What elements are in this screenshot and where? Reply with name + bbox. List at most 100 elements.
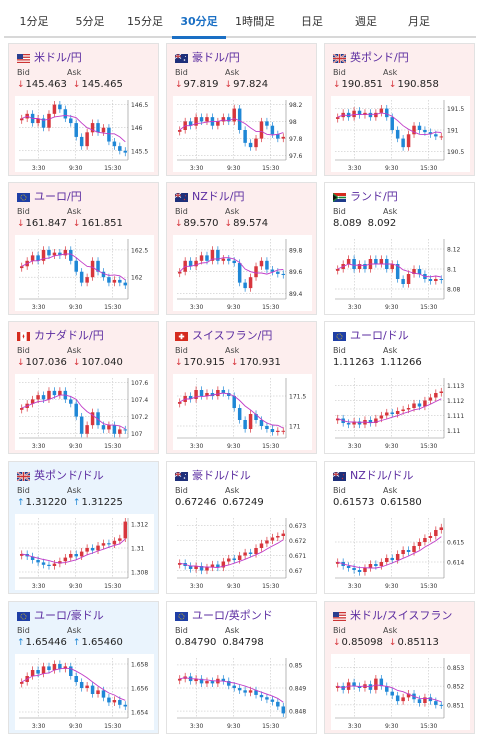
candle-body [85, 548, 89, 552]
candle-body [254, 690, 258, 695]
candle-body [74, 123, 78, 137]
candle-body [47, 249, 51, 256]
candle-body [417, 125, 422, 130]
candle-body [118, 700, 122, 705]
rate-card[interactable]: スイスフラン/円 Bid Ask ↓170.915 ↓170.931 171.5 171 3:… [166, 321, 317, 454]
price-row: 1.11263 1.11266 [333, 357, 428, 368]
card-title: 英ポンド/ドル [16, 468, 104, 482]
price-chart[interactable]: 8.12 8.1 8.08 3:30 9:30 15:30 [331, 235, 470, 311]
price-chart[interactable]: 1.312 1.31 1.308 3:30 9:30 15:30 [15, 514, 154, 590]
pair-name[interactable]: ユーロ/ドル [350, 329, 409, 342]
candle-body [276, 430, 280, 432]
ask-label: Ask [225, 486, 240, 495]
price-chart[interactable]: 191.5 191 190.5 3:30 9:30 15:30 [331, 96, 470, 172]
pair-name[interactable]: ユーロ/英ポンド [192, 609, 273, 622]
rate-card[interactable]: ユーロ/円 Bid Ask ↓161.847 ↓161.851 162.5 162 3:30 9… [8, 182, 159, 315]
candle-body [237, 555, 242, 560]
price-chart[interactable]: 162.5 162 3:30 9:30 15:30 [15, 235, 154, 311]
pair-name[interactable]: NZドル/円 [192, 190, 245, 203]
tab-5[interactable]: 1時間足 [235, 15, 275, 28]
candle-body [112, 425, 117, 434]
rate-card[interactable]: 米ドル/スイスフラン Bid Ask ↓0.85098 ↓0.85113 0.853 0.8… [324, 601, 475, 734]
price-chart[interactable]: 171.5 171 3:30 9:30 15:30 [173, 374, 312, 450]
price-chart[interactable]: 0.853 0.852 0.851 3:30 9:30 15:30 [331, 654, 470, 730]
candle-body [177, 402, 182, 404]
pair-name[interactable]: 英ポンド/ドル [34, 469, 104, 482]
pair-name[interactable]: 英ポンド/円 [350, 51, 409, 64]
candle-body [259, 260, 264, 267]
x-tick-label: 15:30 [262, 723, 279, 730]
price-row: ↓97.819 ↓97.824 [175, 79, 274, 90]
rate-card[interactable]: ランド/円 Bid Ask 8.089 8.092 8.12 8.1 8.08 3:30 9:30… [324, 182, 475, 315]
bid-label: Bid [175, 68, 188, 77]
y-tick-label: 0.615 [447, 540, 464, 547]
candle-body [259, 420, 264, 426]
y-tick-label: 0.673 [289, 523, 306, 530]
pair-name[interactable]: カナダドル/円 [34, 329, 104, 342]
candle-body [216, 249, 220, 261]
pair-name[interactable]: 豪ドル/円 [192, 51, 240, 64]
y-tick-label: 146.5 [131, 102, 148, 109]
tab-7[interactable]: 週足 [355, 15, 377, 28]
candle-body [52, 390, 57, 396]
candle-body [423, 400, 427, 407]
rate-card[interactable]: NZドル/円 Bid Ask ↓89.570 ↓89.574 89.8 89.6 89.4 3:… [166, 182, 317, 315]
rate-card[interactable]: ユーロ/英ポンド Bid Ask 0.84790 0.84798 0.85 0.849 0.8… [166, 601, 317, 734]
tab-3[interactable]: 15分足 [127, 15, 163, 28]
rate-card[interactable]: 豪ドル/円 Bid Ask ↓97.819 ↓97.824 98.2 98 97.8 97.6 3… [166, 43, 317, 176]
rate-card[interactable]: ユーロ/豪ドル Bid Ask ↑1.65446 ↑1.65460 1.658 1.656 1… [8, 601, 159, 734]
pair-name[interactable]: NZドル/ドル [350, 469, 414, 482]
candle-body [118, 279, 122, 283]
rate-card[interactable]: ユーロ/ドル Bid Ask 1.11263 1.11266 1.113 1.112 1.11… [324, 321, 475, 454]
pair-name[interactable]: ユーロ/豪ドル [34, 609, 104, 622]
pair-name[interactable]: 米ドル/円 [34, 51, 82, 64]
tab-2[interactable]: 5分足 [75, 15, 105, 28]
rate-card[interactable]: カナダドル/円 Bid Ask ↓107.036 ↓107.040 107.6 107.4 1… [8, 321, 159, 454]
price-chart[interactable]: 1.658 1.656 1.654 3:30 9:30 15:30 [15, 654, 154, 730]
candle-body [385, 558, 389, 562]
price-chart[interactable]: 89.8 89.6 89.4 3:30 9:30 15:30 [173, 235, 312, 311]
tab-8[interactable]: 月足 [408, 15, 430, 28]
candle-body [177, 563, 182, 565]
candle-body [69, 666, 73, 676]
price-chart[interactable]: 0.85 0.849 0.848 3:30 9:30 15:30 [173, 654, 312, 730]
candle-body [63, 666, 68, 669]
candle-body [248, 690, 253, 693]
x-tick-label: 9:30 [69, 583, 83, 590]
price-chart[interactable]: 146.5 146 145.5 3:30 9:30 15:30 [15, 96, 154, 172]
candle-body [101, 543, 106, 546]
candle-body [47, 113, 51, 128]
rate-card[interactable]: 米ドル/円 Bid Ask ↓145.463 ↓145.465 146.5 146 145.5… [8, 43, 159, 176]
bid-value: 8.089 [333, 218, 362, 229]
pair-name[interactable]: スイスフラン/円 [192, 329, 273, 342]
pair-name[interactable]: 豪ドル/ドル [192, 469, 251, 482]
price-chart[interactable]: 1.113 1.112 1.111 1.11 3:30 9:30 15:30 [331, 374, 470, 450]
tab-1[interactable]: 1分足 [19, 15, 49, 28]
candle-body [417, 542, 422, 546]
pair-name[interactable]: ユーロ/円 [34, 190, 82, 203]
x-tick-label: 15:30 [262, 443, 279, 450]
tab-6[interactable]: 日足 [301, 15, 323, 28]
price-chart[interactable]: 107.6 107.4 107.2 107 3:30 9:30 15:30 [15, 374, 154, 450]
chart-background [15, 374, 154, 450]
moving-average-line [21, 253, 126, 281]
candle-body [434, 134, 438, 137]
pair-name[interactable]: 米ドル/スイスフラン [350, 609, 453, 622]
candle-body [335, 269, 340, 271]
candle-body [390, 117, 394, 130]
card-title: 豪ドル/円 [174, 50, 240, 64]
rate-card[interactable]: 豪ドル/ドル Bid Ask 0.67246 0.67249 0.673 0.672 0.67… [166, 461, 317, 594]
candle-body [58, 390, 62, 396]
price-chart[interactable]: 0.615 0.614 3:30 9:30 15:30 [331, 514, 470, 590]
rate-card[interactable]: 英ポンド/ドル Bid Ask ↑1.31220 ↑1.31225 1.312 1.31 1.… [8, 461, 159, 594]
candle-body [265, 697, 269, 700]
tab-4[interactable]: 30分足 [172, 6, 226, 39]
pair-name[interactable]: ランド/円 [350, 190, 398, 203]
x-tick-label: 9:30 [227, 443, 241, 450]
price-chart[interactable]: 0.673 0.672 0.671 0.67 3:30 9:30 15:30 [173, 514, 312, 590]
rate-card[interactable]: 英ポンド/円 Bid Ask ↓190.851 ↓190.858 191.5 191 190.… [324, 43, 475, 176]
rate-card[interactable]: NZドル/ドル Bid Ask 0.61573 0.61580 0.615 0.614 3:3… [324, 461, 475, 594]
candle-body [401, 279, 405, 284]
y-tick-label: 8.1 [447, 267, 457, 274]
price-chart[interactable]: 98.2 98 97.8 97.6 3:30 9:30 15:30 [173, 96, 312, 172]
